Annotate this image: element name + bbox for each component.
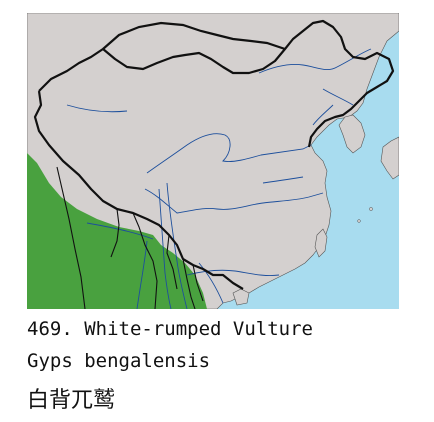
brahmaputra-river (86, 222, 154, 240)
range-map (27, 13, 399, 309)
red-river (198, 262, 224, 304)
japan (380, 136, 399, 180)
species-range (27, 153, 207, 309)
pearl-river (186, 269, 280, 276)
island (357, 219, 361, 223)
korea (338, 114, 366, 154)
chinese-name: 白背兀鹫 (27, 388, 116, 413)
mongolia-border (102, 21, 286, 51)
hainan (232, 288, 250, 306)
species-number-and-name: 469. White-rumped Vulture (27, 318, 313, 340)
yangtze-river (144, 188, 324, 214)
songhua-river (322, 88, 354, 106)
taiwan (314, 228, 328, 258)
yellow-river (146, 133, 312, 174)
liao-river (312, 104, 334, 126)
mekong-river (166, 182, 188, 309)
huai-river (262, 176, 304, 184)
china-border (33, 19, 395, 290)
other-borders (56, 166, 204, 309)
tarim-river (66, 104, 128, 113)
scientific-name: Gyps bengalensis (27, 350, 211, 372)
salween-river (158, 188, 172, 309)
range-map-svg (27, 13, 399, 309)
island (369, 207, 373, 211)
